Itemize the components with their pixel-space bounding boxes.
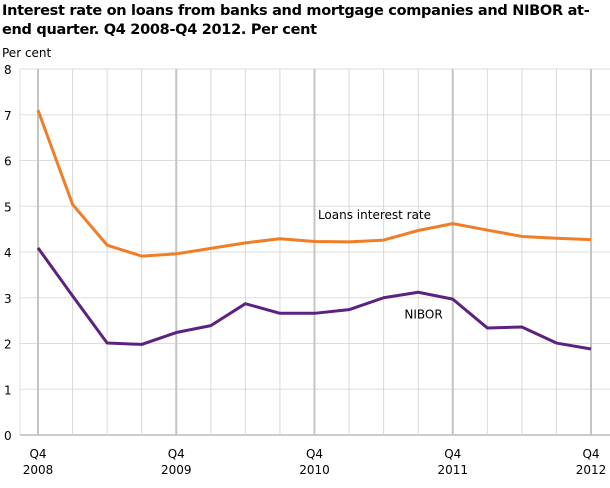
y-tick-label: 1 [4, 383, 12, 397]
x-tick-label-year: 2012 [576, 463, 607, 477]
x-tick-label-quarter: Q4 [444, 447, 461, 461]
x-tick-label-quarter: Q4 [582, 447, 599, 461]
y-tick-label: 5 [4, 200, 12, 214]
y-tick-label: 3 [4, 292, 12, 306]
x-tick-label-year: 2009 [161, 463, 192, 477]
x-tick-label-year: 2011 [437, 463, 468, 477]
series-label: NIBOR [404, 307, 442, 321]
y-tick-label: 0 [4, 429, 12, 443]
chart-title: Interest rate on loans from banks and mo… [2, 3, 590, 38]
x-tick-label-year: 2010 [299, 463, 330, 477]
series-label: Loans interest rate [318, 208, 431, 222]
y-tick-label: 8 [4, 63, 12, 77]
x-tick-label-quarter: Q4 [306, 447, 323, 461]
x-tick-label-quarter: Q4 [29, 447, 46, 461]
y-tick-label: 6 [4, 155, 12, 169]
x-tick-label-year: 2008 [23, 463, 54, 477]
y-tick-label: 4 [4, 246, 12, 260]
y-tick-label: 2 [4, 338, 12, 352]
y-axis-label: Per cent [2, 46, 52, 60]
y-tick-label: 7 [4, 109, 12, 123]
x-tick-label-quarter: Q4 [168, 447, 185, 461]
